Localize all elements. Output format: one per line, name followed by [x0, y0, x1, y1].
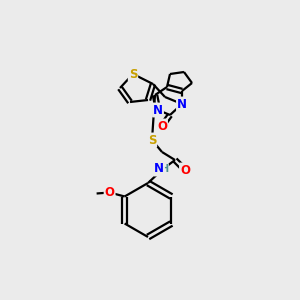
Text: S: S [129, 68, 137, 80]
Text: H: H [160, 164, 168, 174]
Text: N: N [153, 103, 163, 116]
Text: O: O [157, 119, 167, 133]
Text: N: N [154, 163, 164, 176]
Text: N: N [177, 98, 187, 110]
Text: O: O [180, 164, 190, 176]
Text: O: O [105, 186, 115, 199]
Text: S: S [148, 134, 156, 146]
